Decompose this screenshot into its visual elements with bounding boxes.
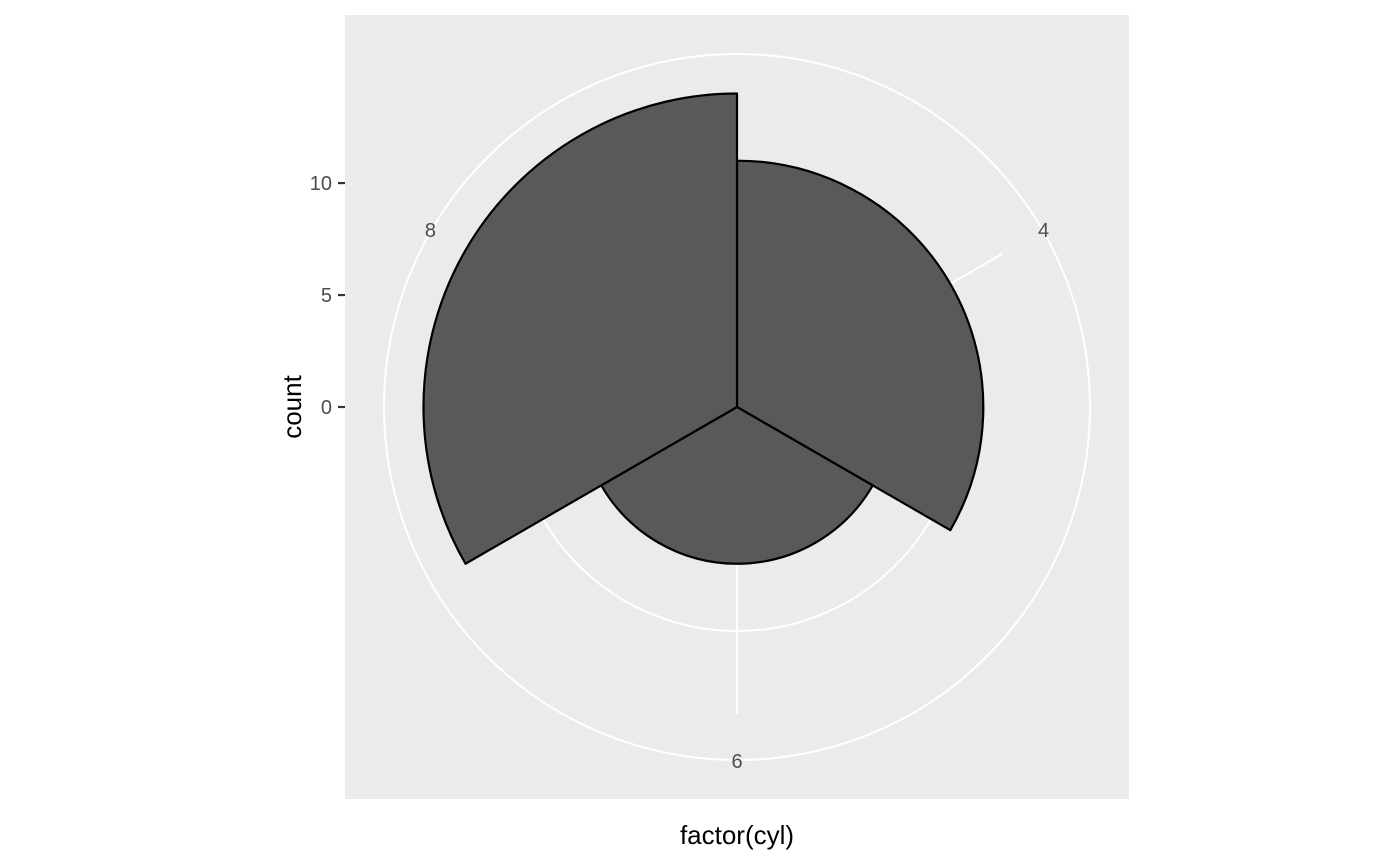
y-axis: 0 5 10 bbox=[310, 173, 345, 419]
bars bbox=[422, 92, 985, 565]
category-label-6: 6 bbox=[731, 751, 742, 773]
y-tick-label-10: 10 bbox=[310, 173, 332, 195]
y-axis-title: count bbox=[277, 374, 307, 438]
bar-4 bbox=[735, 159, 985, 532]
y-tick-label-5: 5 bbox=[321, 285, 332, 307]
category-label-4: 4 bbox=[1038, 220, 1049, 242]
category-labels: 4 6 8 bbox=[425, 220, 1049, 773]
bar-8 bbox=[422, 92, 739, 565]
grid-circle-outer bbox=[383, 53, 1091, 761]
x-axis-title: factor(cyl) bbox=[680, 820, 794, 850]
y-tick-label-0: 0 bbox=[321, 397, 332, 419]
category-label-8: 8 bbox=[425, 220, 436, 242]
